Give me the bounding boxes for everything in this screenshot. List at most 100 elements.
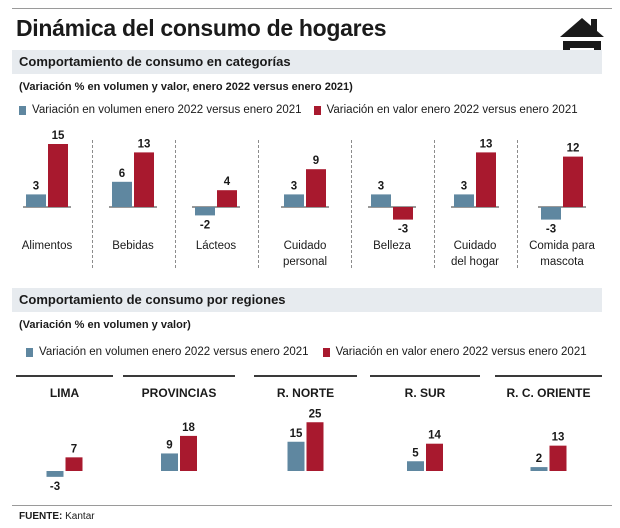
bar-value-label: 12 bbox=[567, 143, 580, 155]
bar-volume-label: 3 bbox=[378, 180, 384, 192]
bar-volume-label: 3 bbox=[33, 180, 39, 192]
category-label-line: Cuidado bbox=[283, 240, 327, 252]
source-note: FUENTE: Kantar bbox=[19, 511, 95, 522]
category-separator bbox=[517, 140, 518, 268]
bar-volume-label: -2 bbox=[200, 219, 210, 231]
legend-value-label: Variación en valor enero 2022 versus ene… bbox=[335, 346, 587, 358]
bar-value-label: 7 bbox=[71, 443, 77, 455]
region-title: LIMA bbox=[49, 386, 80, 400]
bar-value bbox=[48, 144, 68, 207]
bar-volume-label: -3 bbox=[50, 481, 60, 493]
region-title: PROVINCIAS bbox=[141, 386, 217, 400]
bar-value bbox=[306, 169, 326, 207]
region-title: R. SUR bbox=[404, 386, 446, 400]
region-header-line bbox=[254, 375, 357, 377]
category-separator bbox=[258, 140, 259, 268]
legend-value: Variación en valor enero 2022 versus ene… bbox=[313, 104, 578, 116]
bottom-rule bbox=[12, 505, 612, 506]
bar-volume bbox=[454, 194, 474, 207]
bar-volume bbox=[530, 467, 548, 471]
region-header-line bbox=[495, 375, 602, 377]
bar-value-label: 13 bbox=[138, 138, 151, 150]
legend-volume: Variación en volumen enero 2022 versus e… bbox=[26, 346, 309, 358]
region-header-line bbox=[123, 375, 235, 377]
category-label-line: Cuidado bbox=[453, 240, 497, 252]
bar-volume-label: 6 bbox=[119, 168, 125, 180]
category-label: Cuidado del hogar bbox=[433, 238, 517, 270]
bar-volume-label: 3 bbox=[461, 180, 467, 192]
bar-volume-label: 3 bbox=[291, 180, 297, 192]
top-rule bbox=[12, 8, 612, 9]
legend-regions: Variación en volumen enero 2022 versus e… bbox=[26, 346, 599, 358]
category-label-line: personal bbox=[282, 256, 328, 268]
legend-value: Variación en valor enero 2022 versus ene… bbox=[322, 346, 587, 358]
legend-value-label: Variación en valor enero 2022 versus ene… bbox=[326, 104, 578, 116]
bar-volume bbox=[26, 194, 46, 207]
category-label-line: Alimentos bbox=[21, 240, 73, 252]
category-label-line: Belleza bbox=[373, 240, 411, 252]
bar-volume bbox=[161, 453, 178, 471]
legend-categories: Variación en volumen enero 2022 versus e… bbox=[19, 104, 590, 116]
section-regions-subtitle: (Variación % en volumen y valor) bbox=[19, 319, 191, 331]
category-label-line: mascota bbox=[540, 256, 584, 268]
region-title: R. C. ORIENTE bbox=[506, 386, 591, 400]
bar-value-label: -3 bbox=[398, 224, 408, 236]
region-title: R. NORTE bbox=[276, 386, 335, 400]
bar-value-label: 18 bbox=[182, 422, 195, 434]
category-label: Lácteos bbox=[174, 238, 258, 254]
bar-value bbox=[134, 152, 154, 207]
category-label: Cuidado personal bbox=[263, 238, 347, 270]
category-separator bbox=[351, 140, 352, 268]
bar-value bbox=[180, 435, 197, 471]
legend-volume-label: Variación en volumen enero 2022 versus e… bbox=[32, 104, 302, 116]
source-label: FUENTE: bbox=[19, 511, 63, 522]
bar-value-label: 9 bbox=[313, 155, 319, 167]
bar-value bbox=[393, 207, 413, 220]
bar-value bbox=[217, 190, 237, 207]
category-label-line: Bebidas bbox=[112, 240, 154, 252]
bar-volume-label: 5 bbox=[412, 447, 419, 459]
region-header-line bbox=[370, 375, 480, 377]
bar-volume-label: 15 bbox=[290, 428, 303, 440]
category-label: Bebidas bbox=[91, 238, 175, 254]
source-text: Kantar bbox=[65, 511, 95, 522]
section-categories-title: Comportamiento de consumo en categorías bbox=[19, 54, 291, 69]
bar-value-label: 13 bbox=[552, 432, 565, 444]
bar-value-label: 14 bbox=[428, 430, 441, 442]
section-categories-header: Comportamiento de consumo en categorías bbox=[12, 50, 602, 74]
category-separator bbox=[434, 140, 435, 268]
bar-volume bbox=[195, 207, 215, 216]
bar-value bbox=[306, 422, 324, 471]
legend-volume-swatch bbox=[19, 105, 26, 115]
bar-value bbox=[549, 445, 567, 471]
section-regions-header: Comportamiento de consumo por regiones bbox=[12, 288, 602, 312]
bar-value bbox=[65, 457, 83, 471]
category-label: Belleza bbox=[350, 238, 434, 254]
category-label: Alimentos bbox=[5, 238, 89, 254]
bar-volume bbox=[407, 461, 424, 471]
section-categories-subtitle: (Variación % en volumen y valor, enero 2… bbox=[19, 81, 353, 93]
legend-value-swatch bbox=[322, 347, 330, 357]
category-separator bbox=[175, 140, 176, 268]
legend-value-swatch bbox=[313, 105, 321, 115]
bar-volume-label: 9 bbox=[166, 439, 172, 451]
bar-volume bbox=[287, 441, 305, 471]
bar-volume bbox=[46, 471, 64, 477]
category-label-line: del hogar bbox=[451, 256, 499, 268]
bar-volume bbox=[371, 194, 391, 207]
category-label-line: Comida para bbox=[529, 240, 595, 252]
bar-value-label: 13 bbox=[480, 138, 493, 150]
section-regions-title: Comportamiento de consumo por regiones bbox=[19, 292, 286, 307]
bar-volume bbox=[112, 181, 132, 207]
bar-volume-label: 2 bbox=[536, 453, 542, 465]
legend-volume-swatch bbox=[26, 347, 33, 357]
bar-volume bbox=[284, 194, 304, 207]
bar-volume bbox=[541, 207, 561, 220]
bar-value bbox=[476, 152, 496, 207]
category-label-line: Lácteos bbox=[195, 240, 237, 252]
bar-value-label: 25 bbox=[309, 408, 322, 420]
bar-value-label: 4 bbox=[224, 176, 231, 188]
page-title: Dinámica del consumo de hogares bbox=[16, 15, 387, 41]
bar-value bbox=[563, 156, 583, 207]
